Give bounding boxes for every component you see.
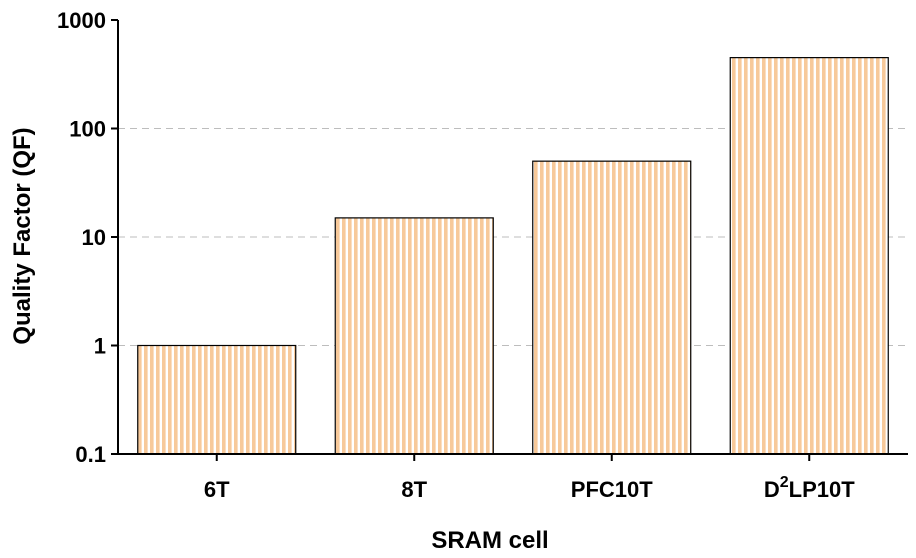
x-tick-label: 6T — [204, 477, 230, 502]
bar-6t — [137, 344, 297, 455]
bars — [137, 57, 889, 455]
y-axis-title: Quality Factor (QF) — [9, 127, 36, 344]
x-tick-label: PFC10T — [571, 477, 653, 502]
y-tick-label: 100 — [69, 117, 106, 142]
y-tick-label: 1 — [94, 334, 106, 359]
y-tick-label: 10 — [82, 225, 106, 250]
bar-d2lp10t — [729, 57, 889, 455]
bar-8t — [334, 217, 494, 455]
x-tick-label: 8T — [401, 477, 427, 502]
bar-pfc10t — [532, 160, 692, 455]
x-tick-label: D2LP10T — [764, 474, 855, 502]
x-axis-title: SRAM cell — [431, 527, 548, 554]
y-axis-ticks: 0.1 1 10 100 1000 — [57, 8, 118, 467]
y-tick-label: 1000 — [57, 8, 106, 33]
x-axis-category-labels: 6T 8T PFC10T D2LP10T — [204, 454, 855, 502]
y-tick-label: 0.1 — [75, 442, 106, 467]
